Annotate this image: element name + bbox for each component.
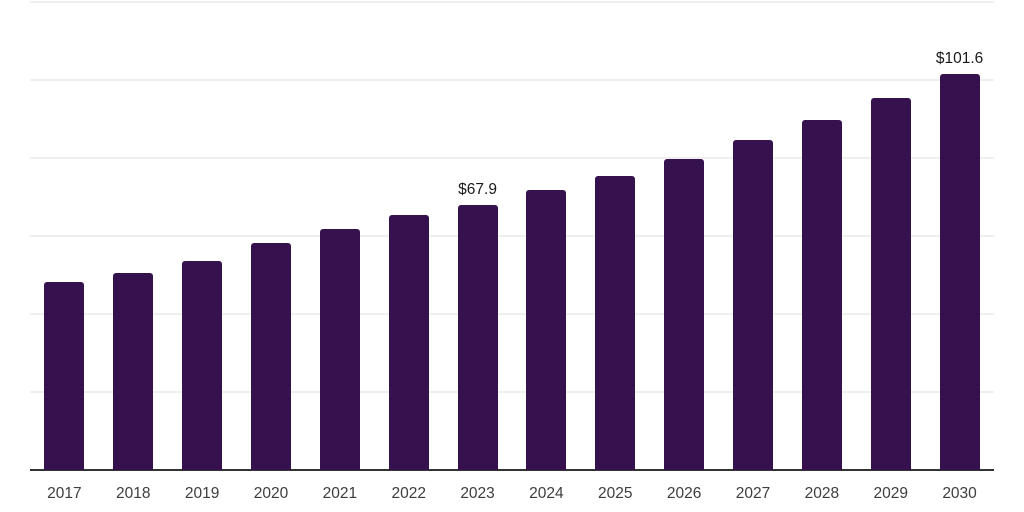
bar-2025: [595, 175, 636, 470]
x-tick-2018: 2018: [116, 485, 151, 502]
bar-2029: [870, 98, 911, 470]
bar-2021: [319, 228, 360, 470]
bar-2019: [182, 261, 223, 470]
bar-2028: [801, 119, 842, 470]
bar-2020: [251, 243, 291, 470]
bar-2023: [457, 205, 498, 470]
bar-2027: [733, 140, 773, 470]
gridline-y80: [30, 157, 994, 159]
bar-2022: [388, 214, 429, 470]
bar-2026: [664, 158, 705, 470]
x-tick-2019: 2019: [184, 485, 220, 502]
bar-2018: [113, 272, 154, 470]
x-tick-2023: 2023: [460, 485, 495, 502]
x-tick-2020: 2020: [253, 485, 289, 502]
x-tick-2030: 2030: [942, 485, 977, 502]
bar-2030: [939, 73, 980, 470]
x-tick-2028: 2028: [804, 485, 840, 502]
gridline-y40: [30, 313, 994, 315]
x-tick-2029: 2029: [873, 485, 908, 502]
gridline-y100: [30, 79, 994, 81]
x-axis-line: [30, 469, 994, 471]
gridline-y60: [30, 235, 994, 237]
x-tick-2017: 2017: [47, 485, 82, 502]
value-label-2030: $101.6: [935, 49, 984, 67]
x-tick-2024: 2024: [529, 485, 564, 502]
x-tick-2026: 2026: [666, 485, 702, 502]
bar-2024: [526, 190, 567, 470]
value-label-2023: $67.9: [458, 181, 497, 199]
x-tick-2025: 2025: [598, 485, 633, 502]
x-tick-2022: 2022: [391, 485, 426, 502]
x-tick-2021: 2021: [322, 485, 358, 502]
bar-2017: [44, 282, 85, 470]
gridline-y20: [30, 391, 994, 393]
x-tick-2027: 2027: [735, 485, 771, 502]
gridline-y120: [30, 1, 994, 3]
